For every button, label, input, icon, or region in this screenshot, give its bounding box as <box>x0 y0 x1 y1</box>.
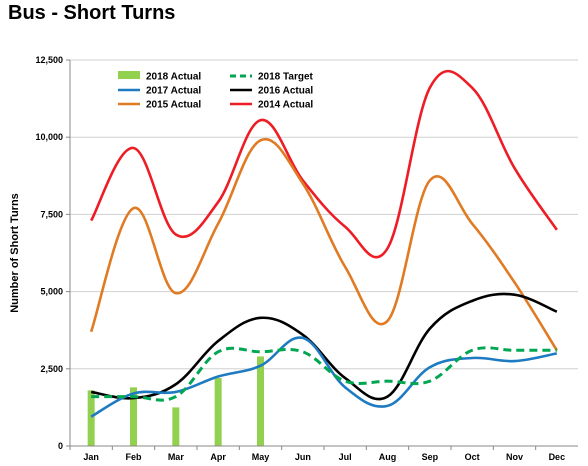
x-tick-label: Apr <box>210 452 226 462</box>
line-series <box>89 69 558 418</box>
y-tick-label: 2,500 <box>40 364 63 374</box>
bar-2018-actual <box>257 356 264 446</box>
x-tick-label: Sep <box>422 452 439 462</box>
legend-label-2017-actual: 2017 Actual <box>146 86 201 97</box>
y-tick-label: 5,000 <box>40 287 63 297</box>
x-tick-label: Feb <box>125 452 142 462</box>
bar-2018-actual <box>87 390 95 446</box>
line-2017-actual <box>90 336 558 418</box>
legend: 2018 Actual 2018 Target 2017 Actual 2016 Ac… <box>118 71 314 111</box>
bar-2018-actual <box>130 387 137 446</box>
line-2015-actual <box>89 137 558 351</box>
legend-label-2018-target: 2018 Target <box>258 72 314 83</box>
x-tick-label: Jun <box>295 452 311 462</box>
legend-swatch-2018-actual <box>118 71 140 79</box>
x-tick-label: May <box>252 452 270 462</box>
legend-label-2014-actual: 2014 Actual <box>258 100 313 111</box>
line-2016-actual <box>90 292 558 401</box>
y-tick-label: 7,500 <box>40 209 63 219</box>
legend-label-2015-actual: 2015 Actual <box>146 100 201 111</box>
y-tick-label: 10,000 <box>35 132 63 142</box>
legend-label-2016-actual: 2016 Actual <box>258 86 313 97</box>
y-tick-label: 0 <box>58 441 63 451</box>
x-tick-label: Jul <box>339 452 352 462</box>
bar-2018-actual <box>172 407 180 446</box>
gridlines <box>70 59 578 370</box>
y-tick-label: 12,500 <box>35 55 63 65</box>
x-tick-label: Mar <box>168 452 185 462</box>
line-2018-target <box>91 346 557 402</box>
x-tick-label: Nov <box>506 452 523 462</box>
x-tick-label: Aug <box>379 452 397 462</box>
x-tick-label: Oct <box>465 452 480 462</box>
bar-2018-actual <box>214 378 222 446</box>
x-tick-label: Jan <box>83 452 99 462</box>
x-tick-label: Dec <box>549 452 566 462</box>
legend-label-2018-actual: 2018 Actual <box>146 72 201 83</box>
line-2014-actual <box>90 69 558 259</box>
y-axis-label: Number of Short Turns <box>9 193 21 313</box>
bar-series <box>87 356 264 446</box>
page-title: Bus - Short Turns <box>8 2 176 24</box>
axes: 0 2,500 5,000 7,500 10,000 12,500 Jan Feb Mar Apr… <box>9 55 578 462</box>
